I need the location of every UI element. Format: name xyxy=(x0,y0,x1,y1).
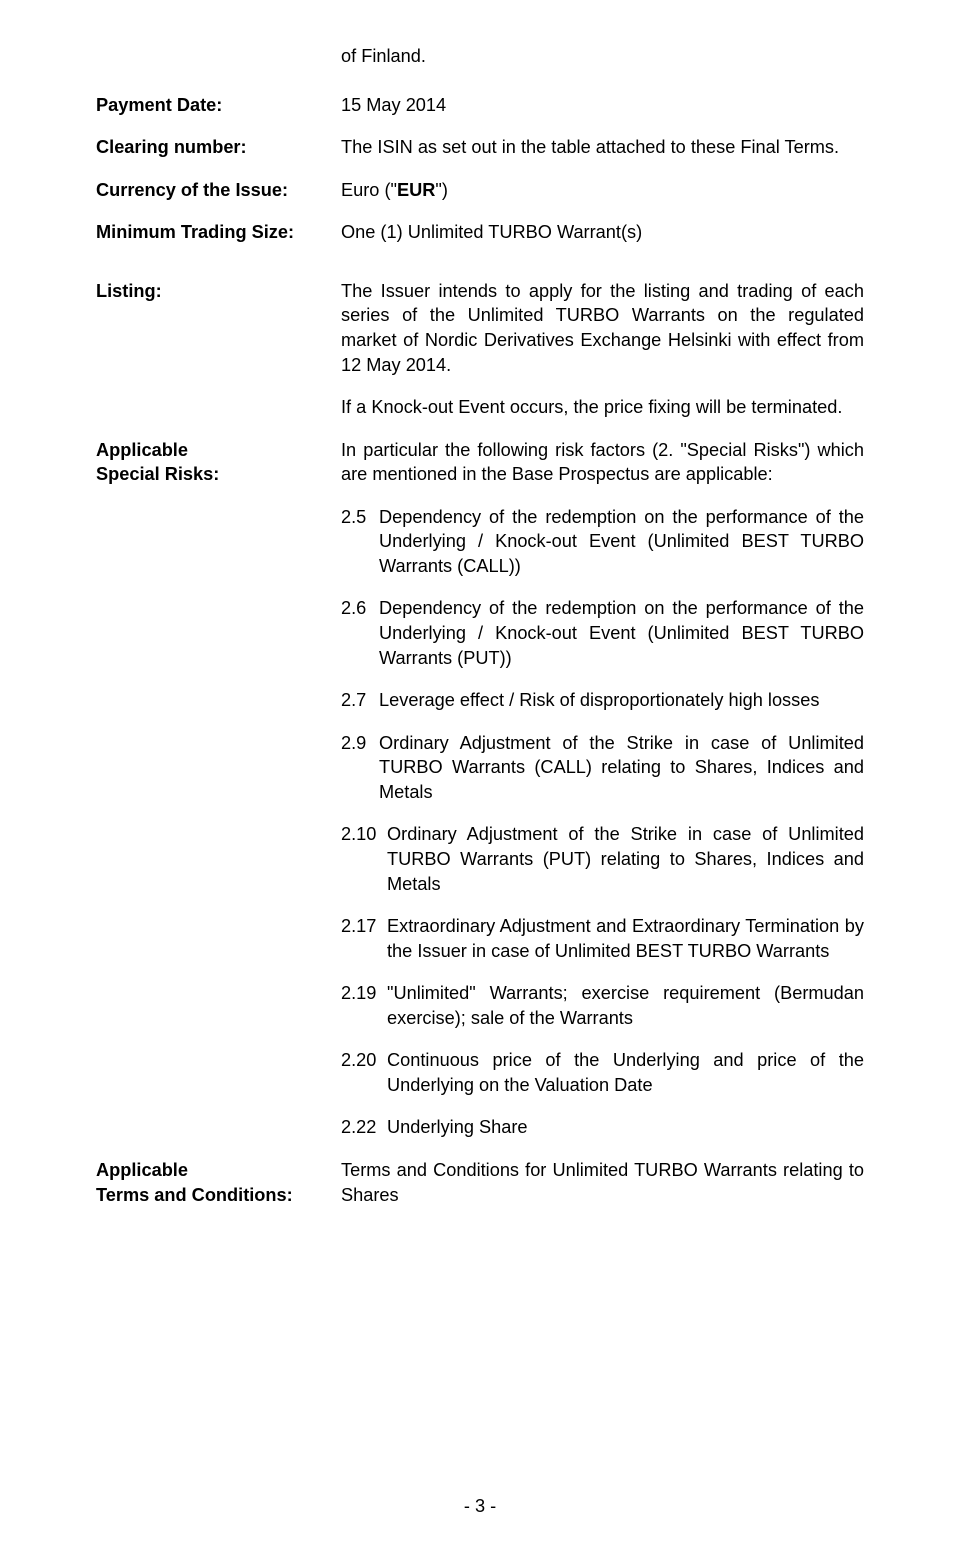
risk-text: Ordinary Adjustment of the Strike in cas… xyxy=(387,822,864,896)
document-page: of Finland. Payment Date: 15 May 2014 Cl… xyxy=(0,0,960,1551)
page-footer: - 3 - xyxy=(0,1496,960,1517)
row-min-trading: Minimum Trading Size: One (1) Unlimited … xyxy=(96,220,864,245)
top-fragment: of Finland. xyxy=(341,44,864,69)
row-terms: Applicable Terms and Conditions: Terms a… xyxy=(96,1158,864,1207)
label-payment-date: Payment Date: xyxy=(96,93,341,118)
special-risks-intro: In particular the following risk factors… xyxy=(341,438,864,487)
label-special-risks-2: Special Risks: xyxy=(96,462,341,487)
risk-num: 2.7 xyxy=(341,688,379,713)
risk-num: 2.6 xyxy=(341,596,379,670)
label-special-risks: Applicable Special Risks: xyxy=(96,438,341,487)
risk-item: 2.9 Ordinary Adjustment of the Strike in… xyxy=(341,731,864,805)
risk-text: Ordinary Adjustment of the Strike in cas… xyxy=(379,731,864,805)
value-terms: Terms and Conditions for Unlimited TURBO… xyxy=(341,1158,864,1207)
risk-num: 2.19 xyxy=(341,981,387,1030)
value-payment-date: 15 May 2014 xyxy=(341,93,864,118)
listing-para2: If a Knock-out Event occurs, the price f… xyxy=(341,395,864,420)
label-terms-2: Terms and Conditions: xyxy=(96,1183,341,1208)
value-special-risks: In particular the following risk factors… xyxy=(341,438,864,1158)
value-currency: Euro ("EUR") xyxy=(341,178,864,203)
value-clearing-number: The ISIN as set out in the table attache… xyxy=(341,135,864,160)
risk-num: 2.17 xyxy=(341,914,387,963)
risk-num: 2.22 xyxy=(341,1115,387,1140)
row-payment-date: Payment Date: 15 May 2014 xyxy=(96,93,864,118)
label-currency: Currency of the Issue: xyxy=(96,178,341,203)
risk-item: 2.20 Continuous price of the Underlying … xyxy=(341,1048,864,1097)
row-special-risks: Applicable Special Risks: In particular … xyxy=(96,438,864,1158)
risk-num: 2.20 xyxy=(341,1048,387,1097)
label-clearing-number: Clearing number: xyxy=(96,135,341,160)
label-min-trading: Minimum Trading Size: xyxy=(96,220,341,245)
value-listing: The Issuer intends to apply for the list… xyxy=(341,279,864,438)
risk-item: 2.10 Ordinary Adjustment of the Strike i… xyxy=(341,822,864,896)
risk-text: Leverage effect / Risk of disproportiona… xyxy=(379,688,864,713)
row-currency: Currency of the Issue: Euro ("EUR") xyxy=(96,178,864,203)
risk-item: 2.17 Extraordinary Adjustment and Extrao… xyxy=(341,914,864,963)
risk-item: 2.19 "Unlimited" Warrants; exercise requ… xyxy=(341,981,864,1030)
risk-text: Dependency of the redemption on the perf… xyxy=(379,596,864,670)
currency-post: ") xyxy=(435,180,448,200)
label-special-risks-1: Applicable xyxy=(96,438,341,463)
risk-text: Extraordinary Adjustment and Extraordina… xyxy=(387,914,864,963)
risk-item: 2.5 Dependency of the redemption on the … xyxy=(341,505,864,579)
top-fragment-row: of Finland. xyxy=(96,44,864,69)
row-listing: Listing: The Issuer intends to apply for… xyxy=(96,279,864,438)
row-clearing-number: Clearing number: The ISIN as set out in … xyxy=(96,135,864,160)
label-terms-1: Applicable xyxy=(96,1158,341,1183)
currency-pre: Euro (" xyxy=(341,180,397,200)
label-terms: Applicable Terms and Conditions: xyxy=(96,1158,341,1207)
value-min-trading: One (1) Unlimited TURBO Warrant(s) xyxy=(341,220,864,245)
risk-item: 2.7 Leverage effect / Risk of disproport… xyxy=(341,688,864,713)
risk-text: Continuous price of the Underlying and p… xyxy=(387,1048,864,1097)
risk-item: 2.6 Dependency of the redemption on the … xyxy=(341,596,864,670)
risk-text: Dependency of the redemption on the perf… xyxy=(379,505,864,579)
risk-item: 2.22 Underlying Share xyxy=(341,1115,864,1140)
risk-text: "Unlimited" Warrants; exercise requireme… xyxy=(387,981,864,1030)
risk-num: 2.9 xyxy=(341,731,379,805)
currency-bold: EUR xyxy=(397,180,435,200)
label-listing: Listing: xyxy=(96,279,341,304)
risk-num: 2.10 xyxy=(341,822,387,896)
listing-para1: The Issuer intends to apply for the list… xyxy=(341,279,864,377)
risk-num: 2.5 xyxy=(341,505,379,579)
risk-text: Underlying Share xyxy=(387,1115,864,1140)
